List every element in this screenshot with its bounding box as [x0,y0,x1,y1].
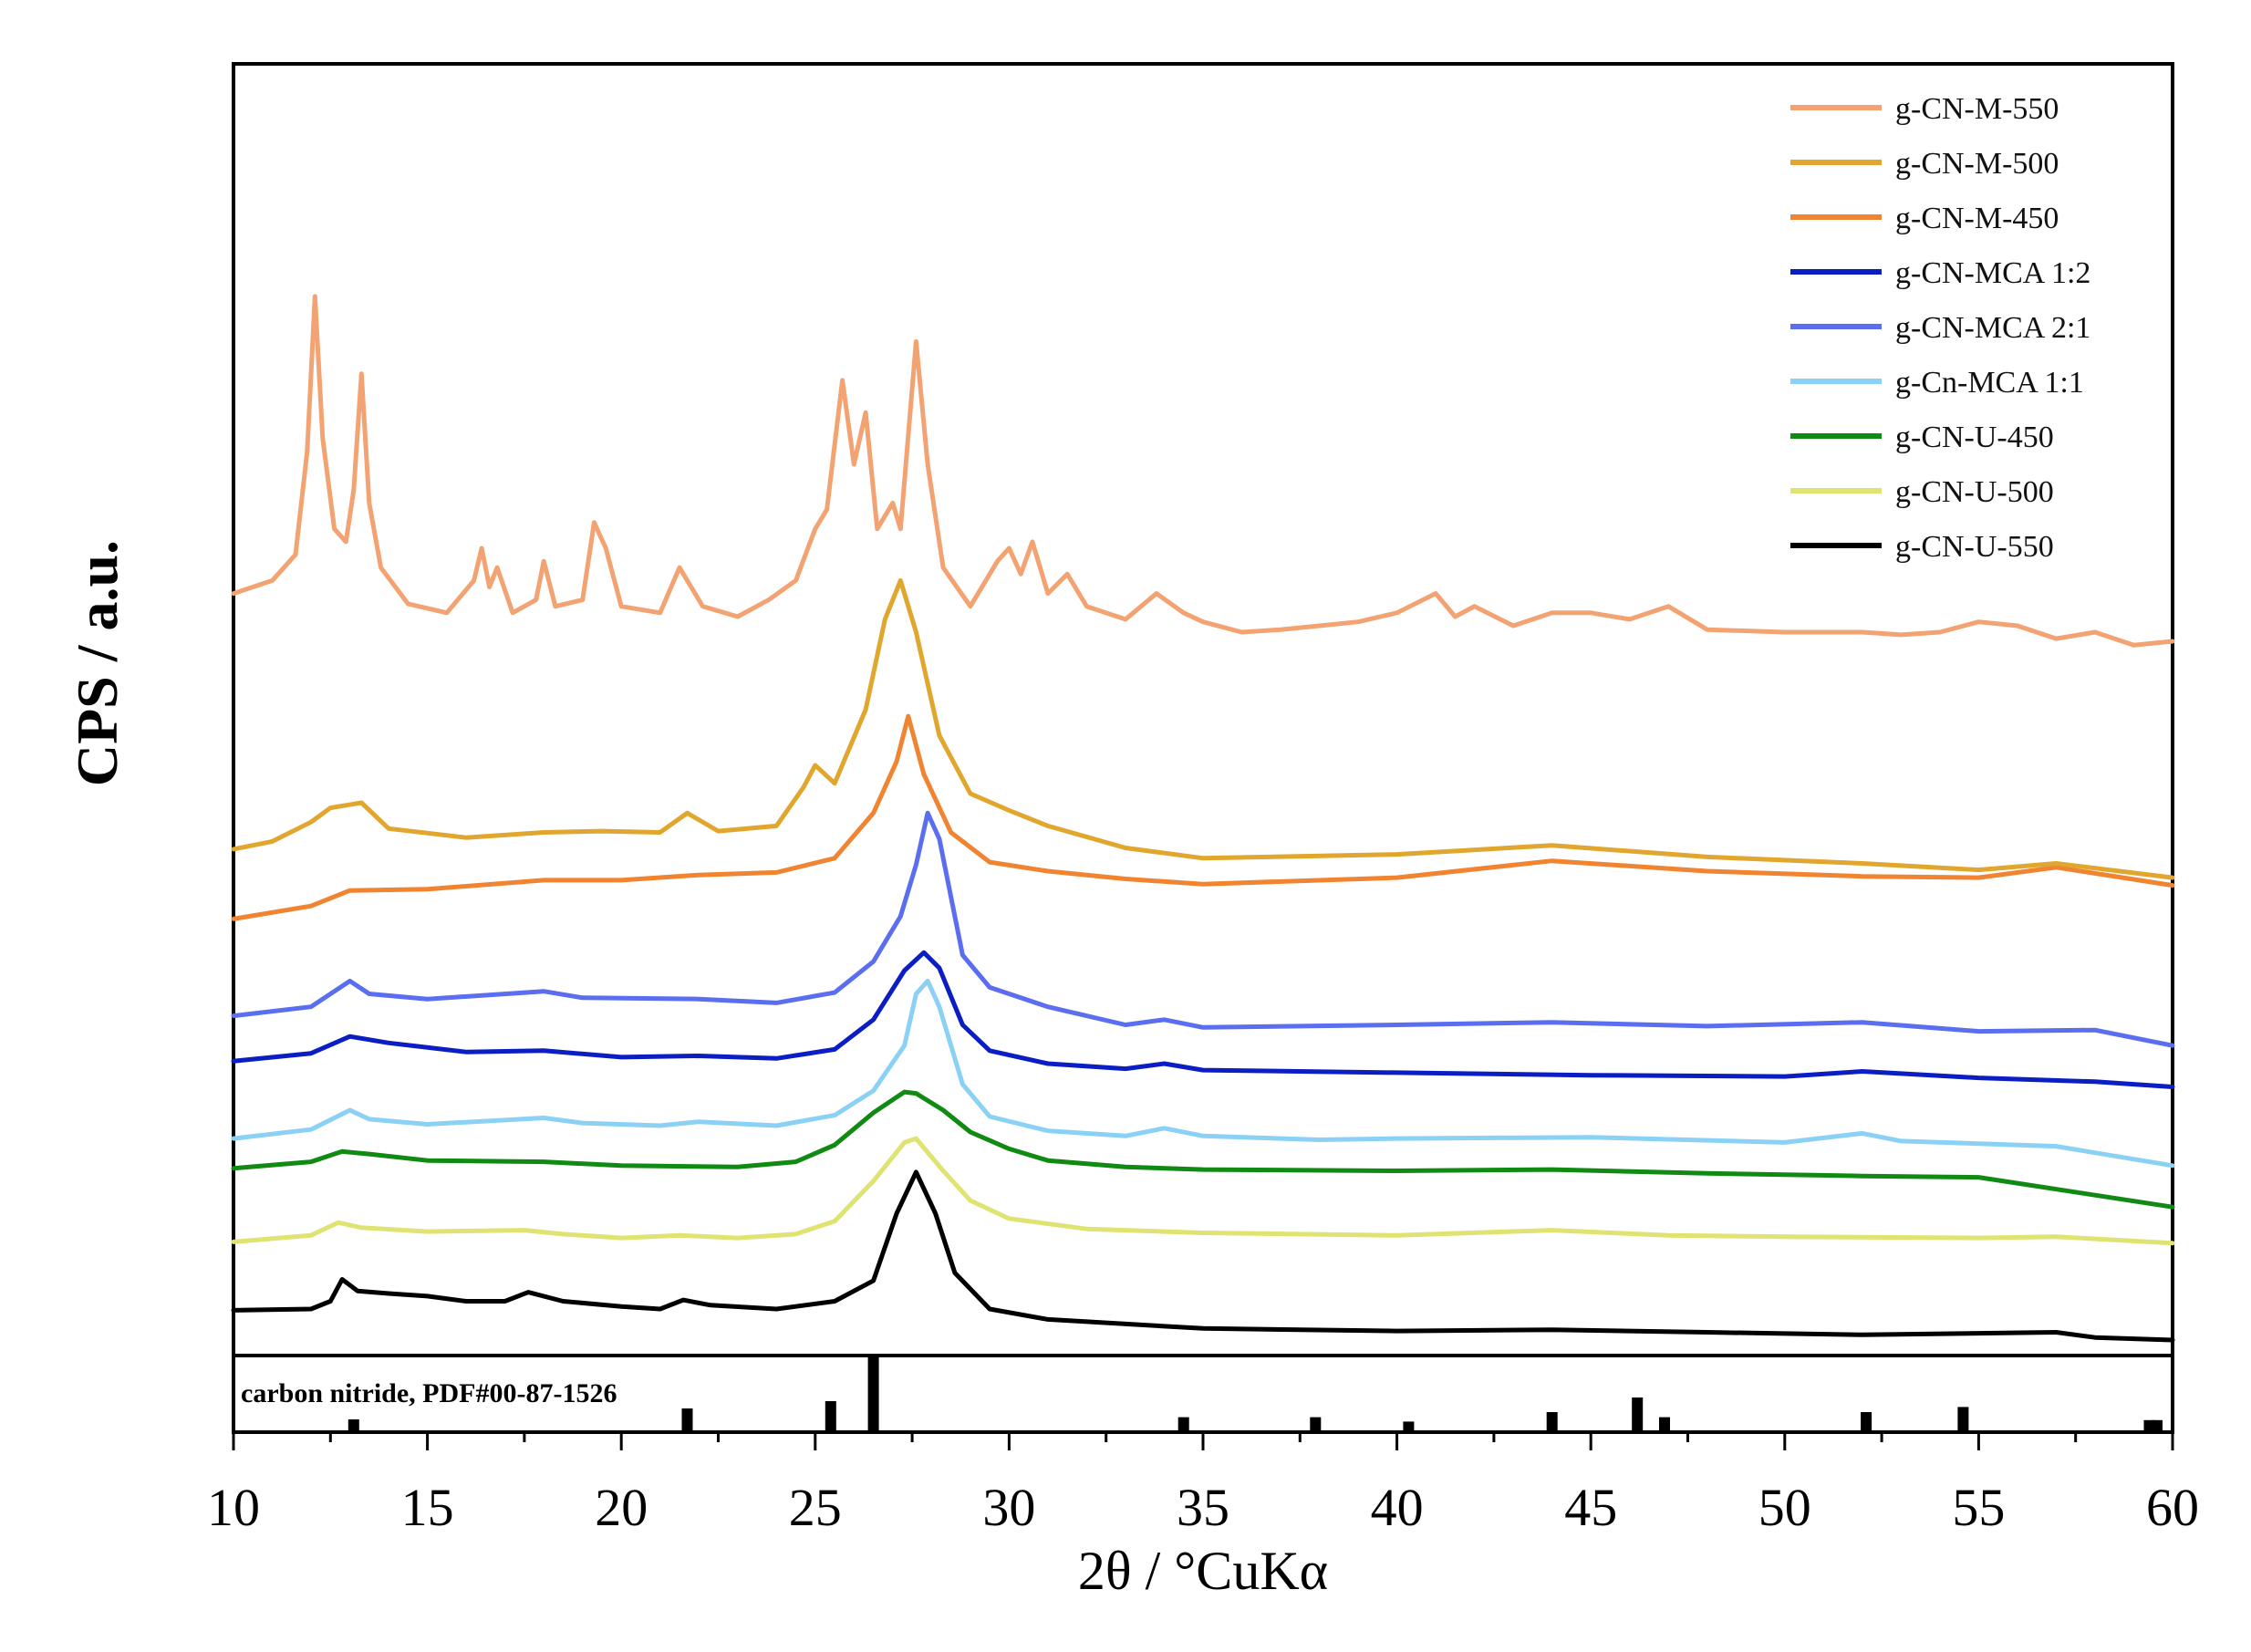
x-tick-label: 55 [1952,1478,2005,1537]
reference-stick [681,1408,693,1430]
reference-stick [1632,1397,1644,1430]
reference-stick [1546,1412,1558,1430]
legend-label-g-cn-mca-1-2: g-CN-MCA 1:2 [1895,256,2090,290]
reference-stick [348,1419,359,1430]
x-tick-label: 60 [2146,1478,2199,1537]
legend-label-g-cn-m-450: g-CN-M-450 [1895,202,2059,235]
series-line-g-cn-u-500 [231,1136,2175,1246]
series-line-g-cn-m-550 [231,294,2175,648]
reference-stick [1310,1417,1322,1430]
series-line-g-cn-u-450 [231,1089,2175,1210]
legend-label-g-cn-m-550: g-CN-M-550 [1895,92,2059,126]
reference-stick [2152,1419,2163,1430]
legend-label-g-cn-mca-2-1: g-CN-MCA 2:1 [1895,311,2090,345]
x-axis-ticks: 10 15 20 25 30 35 40 45 50 55 60 [207,1432,2199,1537]
reference-stick [1403,1421,1415,1430]
reference-stick [867,1357,879,1430]
x-tick-label: 35 [1177,1478,1229,1537]
series-layer [231,294,2175,1343]
reference-stick [1957,1407,1969,1430]
series-line-g-cn-mca-1-1 [231,978,2175,1169]
x-tick-label: 50 [1758,1478,1811,1537]
legend-label-g-cn-u-450: g-CN-U-450 [1895,421,2054,454]
reference-stick [825,1401,836,1430]
x-tick-label: 30 [982,1478,1035,1537]
reference-stick [1177,1417,1189,1430]
x-tick-label: 45 [1564,1478,1617,1537]
legend-label-g-cn-m-500: g-CN-M-500 [1895,147,2059,181]
y-axis-label: CPS / a.u. [65,540,130,786]
legend: g-CN-M-550 g-CN-M-500 g-CN-M-450 g-CN-MCA 1… [1790,92,2090,564]
x-tick-label: 25 [789,1478,842,1537]
reference-stick [2143,1419,2155,1430]
series-line-g-cn-u-550 [231,1169,2175,1343]
legend-label-g-cn-u-550: g-CN-U-550 [1895,530,2054,564]
reference-stick [1861,1412,1872,1430]
x-tick-label: 15 [401,1478,454,1537]
x-tick-label: 10 [207,1478,260,1537]
series-line-g-cn-mca-1-2 [231,950,2175,1089]
series-line-g-cn-mca-2-1 [231,810,2175,1048]
x-axis-label: 2θ / °CuKα [1078,1541,1328,1601]
reference-stick [1659,1417,1670,1430]
legend-label-g-cn-u-500: g-CN-U-500 [1895,475,2054,509]
x-tick-label: 40 [1371,1478,1424,1537]
reference-label: carbon nitride, PDF#00-87-1526 [241,1378,617,1408]
x-tick-label: 20 [595,1478,648,1537]
reference-sticks [348,1357,2163,1430]
series-line-g-cn-m-500 [231,577,2175,880]
series-line-g-cn-m-450 [231,713,2175,921]
legend-label-g-cn-mca-1-1: g-Cn-MCA 1:1 [1895,366,2084,400]
